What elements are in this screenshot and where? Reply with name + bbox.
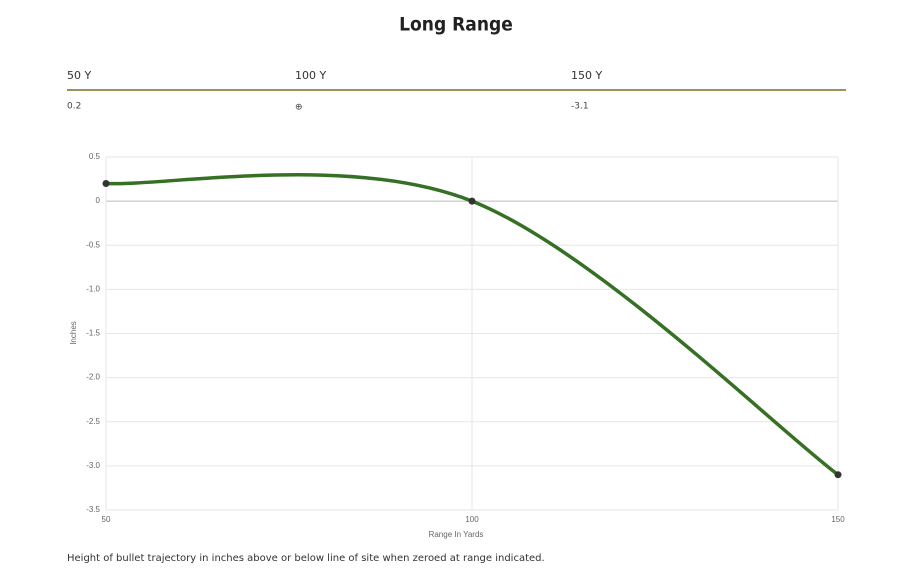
y-tick-label: -1.5 — [86, 329, 100, 338]
table-header: 100 Y — [295, 69, 326, 82]
table-cell: 0.2 — [67, 102, 81, 112]
x-tick-label: 100 — [465, 515, 479, 524]
x-tick-label: 50 — [102, 515, 111, 524]
y-tick-label: -0.5 — [86, 240, 100, 249]
y-tick-label: -3.5 — [86, 505, 100, 514]
y-tick-label: -3.0 — [86, 461, 100, 470]
table-header: 50 Y — [67, 69, 91, 82]
y-axis-label: Inches — [69, 321, 78, 345]
y-tick-label: 0.5 — [89, 152, 101, 161]
title: Long Range — [399, 14, 513, 36]
y-tick-label: -1.0 — [86, 284, 100, 293]
plot: 0.5 0 -0.5 -1.0 -1.5 -2.0 -2.5 -3.0 -3.550 100 150 — [86, 152, 845, 524]
table-cell: ⊕ — [295, 103, 303, 113]
y-tick-label: -2.5 — [86, 417, 100, 426]
x-tick-label: 150 — [831, 515, 845, 524]
y-tick-label: -2.0 — [86, 373, 100, 382]
data-point — [834, 471, 842, 479]
x-axis-label: Range In Yards — [429, 530, 484, 539]
data-point — [102, 179, 110, 187]
footnote: Height of bullet trajectory in inches ab… — [67, 553, 545, 564]
table-cell: -3.1 — [571, 102, 589, 112]
table-header: 150 Y — [571, 69, 602, 82]
data-point — [468, 197, 476, 205]
y-tick-label: 0 — [96, 196, 101, 205]
